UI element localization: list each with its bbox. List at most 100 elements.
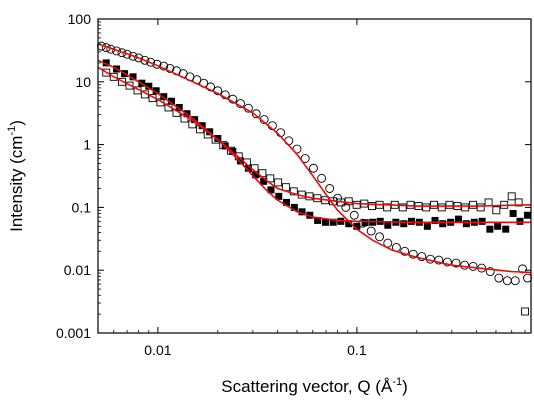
data-point — [145, 82, 153, 90]
series-1 — [96, 41, 532, 286]
data-point — [460, 260, 470, 270]
data-point — [300, 154, 310, 163]
data-point — [462, 220, 470, 228]
data-point — [494, 273, 504, 283]
data-point — [361, 219, 369, 227]
data-point — [146, 57, 156, 67]
data-point — [341, 202, 351, 212]
y-tick-label: 0.1 — [72, 199, 92, 215]
data-point — [165, 64, 175, 73]
data-point — [160, 93, 168, 101]
data-point — [128, 51, 138, 61]
data-point — [283, 198, 291, 206]
data-point — [353, 222, 361, 230]
data-point — [484, 198, 493, 207]
data-point — [406, 200, 415, 209]
data-point — [152, 87, 160, 95]
data-point — [523, 273, 532, 283]
data-point — [102, 68, 111, 77]
data-point — [290, 203, 298, 211]
data-point — [461, 203, 470, 212]
data-point — [485, 267, 495, 277]
y-axis-title: Intensity (cm-1) — [6, 120, 26, 232]
data-point — [476, 203, 485, 212]
data-point — [109, 72, 118, 81]
data-point — [451, 258, 461, 268]
data-point — [227, 146, 235, 155]
data-point — [431, 216, 439, 224]
data-point — [274, 178, 283, 187]
data-point — [175, 103, 183, 111]
series-3 — [102, 68, 529, 316]
data-point — [118, 77, 126, 86]
data-point — [236, 157, 244, 165]
y-tick-label: 10 — [75, 74, 91, 90]
y-tick-label: 100 — [68, 11, 92, 27]
data-point — [122, 49, 132, 59]
x-axis-title: Scattering vector, Q (Å-1) — [221, 376, 407, 396]
data-point — [214, 135, 222, 143]
data-point — [267, 186, 275, 194]
data-point — [325, 184, 335, 193]
data-point — [140, 55, 150, 65]
data-point — [125, 81, 134, 90]
data-point — [454, 215, 462, 223]
fit-curve-3 — [97, 66, 532, 207]
data-point — [478, 217, 486, 225]
data-point — [329, 218, 337, 226]
data-point — [345, 220, 353, 228]
data-point — [298, 208, 306, 216]
data-point — [134, 53, 144, 63]
data-point — [514, 198, 523, 207]
data-point — [244, 164, 252, 172]
data-point — [408, 249, 418, 259]
data-point — [486, 225, 494, 233]
data-point — [507, 192, 516, 201]
data-point — [219, 141, 228, 150]
data-point — [129, 73, 137, 81]
data-point — [398, 203, 407, 212]
data-point — [468, 200, 477, 209]
data-point — [317, 173, 327, 183]
data-point — [407, 217, 415, 225]
data-point — [400, 246, 410, 256]
plot-frame — [97, 18, 532, 334]
data-point — [494, 222, 502, 230]
data-point — [521, 307, 529, 316]
data-point — [309, 163, 318, 173]
data-point — [306, 211, 314, 219]
data-point — [442, 257, 452, 267]
data-point — [430, 200, 438, 209]
data-point — [437, 203, 446, 212]
data-point — [510, 276, 520, 286]
data-point — [275, 192, 283, 200]
y-tick-label: 0.001 — [56, 325, 91, 341]
data-point — [251, 109, 261, 119]
data-point — [383, 203, 392, 212]
x-tick-label: 0.01 — [144, 342, 171, 358]
fit-curve-2 — [97, 59, 531, 224]
data-point — [434, 255, 444, 265]
data-point — [516, 217, 524, 225]
data-point — [366, 226, 376, 236]
fit-curves — [97, 43, 532, 274]
data-point — [367, 202, 376, 211]
data-point — [423, 222, 431, 230]
fit-curve-1 — [97, 43, 532, 274]
y-tick-label: 1 — [83, 137, 91, 153]
data-point — [523, 211, 531, 219]
x-tick-label: 0.1 — [347, 342, 367, 358]
data-point — [289, 187, 298, 196]
data-point — [314, 216, 322, 224]
data-point — [252, 171, 260, 179]
data-point — [502, 225, 510, 233]
data-point — [211, 135, 220, 144]
data-point — [422, 203, 431, 212]
data-point — [439, 220, 447, 228]
data-point — [417, 252, 427, 261]
data-point — [502, 276, 512, 286]
data-point — [352, 200, 361, 209]
data-point — [266, 174, 275, 183]
